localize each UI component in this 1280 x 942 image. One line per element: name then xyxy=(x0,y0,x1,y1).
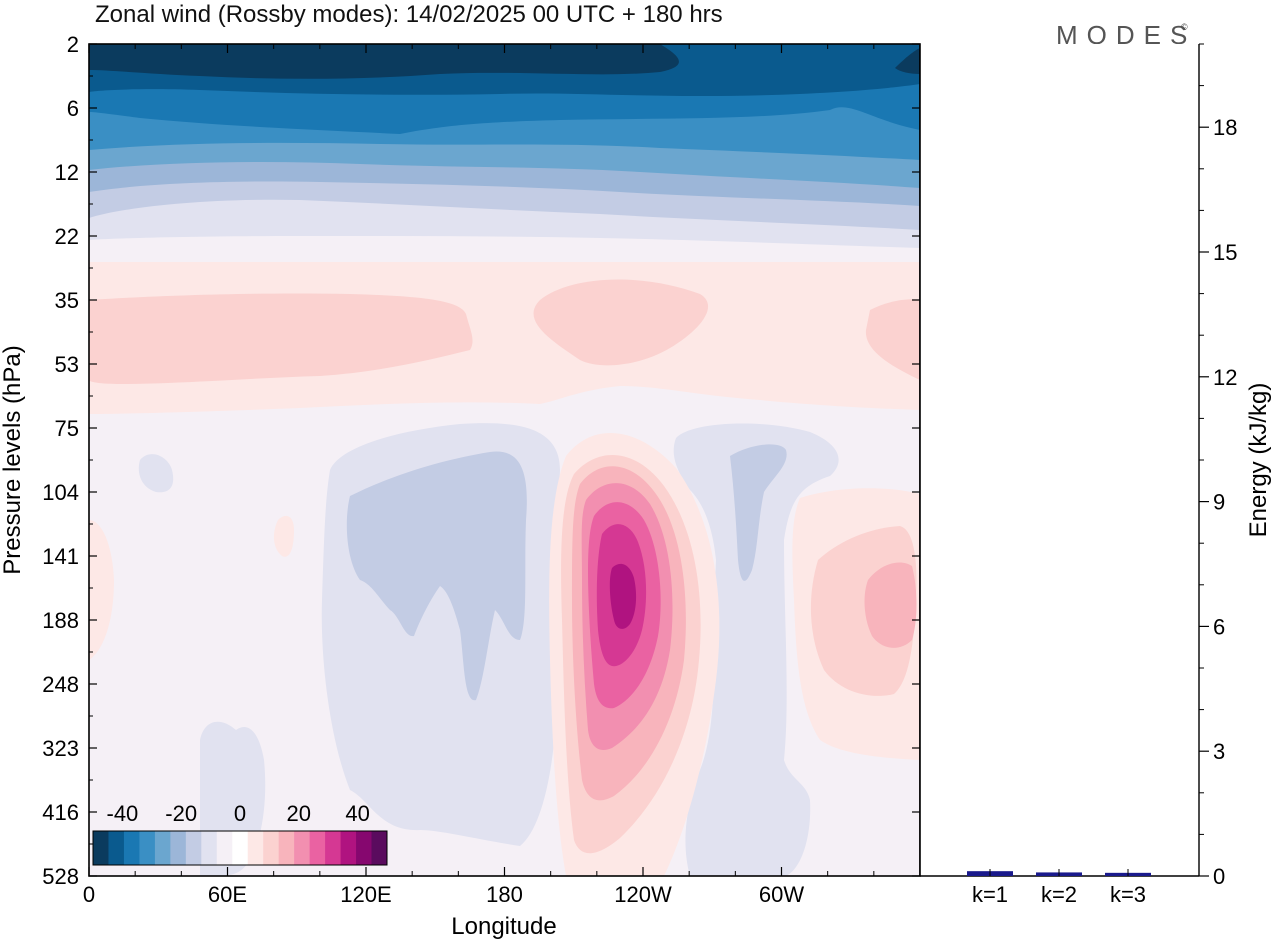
colorbar-swatch xyxy=(154,831,171,865)
colorbar-swatch xyxy=(340,831,357,865)
colorbar-label: 20 xyxy=(287,801,311,826)
colorbar-swatch xyxy=(216,831,233,865)
colorbar: -40 -20 0 20 40 xyxy=(92,801,388,866)
x-tick-label: 60W xyxy=(759,882,804,907)
colorbar-swatch xyxy=(294,831,311,865)
colorbar-swatch xyxy=(247,831,264,865)
colorbar-swatch xyxy=(325,831,342,865)
energy-y-tick-label: 6 xyxy=(1213,614,1225,639)
x-axis-label: Longitude xyxy=(451,913,556,940)
chart-title: Zonal wind (Rossby modes): 14/02/2025 00… xyxy=(95,1,723,28)
colorbar-swatches xyxy=(93,831,388,865)
energy-y-tick-label: 15 xyxy=(1213,240,1237,265)
y-tick-label: 528 xyxy=(42,864,79,889)
colorbar-swatch xyxy=(371,831,388,865)
y-tick-label: 75 xyxy=(55,416,79,441)
colorbar-label: 0 xyxy=(234,801,246,826)
y-tick-label: 22 xyxy=(55,224,79,249)
heatmap-axes: 2 6 12 22 35 53 75 104 141 188 248 323 416 528 0 60E 12… xyxy=(0,32,921,940)
neg-region-west-core xyxy=(346,451,527,701)
x-tick-label: 0 xyxy=(83,882,95,907)
zonal-wind-field xyxy=(89,44,920,876)
energy-y-tick-label: 18 xyxy=(1213,115,1237,140)
energy-y-tick-label: 12 xyxy=(1213,365,1237,390)
x-tick-label: 180 xyxy=(486,882,523,907)
band-m40 xyxy=(89,44,679,79)
y-tick-label: 416 xyxy=(42,800,79,825)
y-tick-label: 323 xyxy=(42,736,79,761)
pos-blob-west xyxy=(89,293,473,384)
energy-y-tick-label: 3 xyxy=(1213,739,1225,764)
x-tick-label: 60E xyxy=(208,882,247,907)
energy-y-ticks: 0 3 6 9 12 15 18 xyxy=(1199,43,1237,889)
y-axis-ticks: 2 6 12 22 35 53 75 104 141 188 248 323 416 528 xyxy=(42,32,920,889)
band-m40-right xyxy=(895,48,920,74)
x-tick-label: 120E xyxy=(340,882,391,907)
colorbar-swatch xyxy=(278,831,295,865)
x-axis-ticks: 0 60E 120E 180 120W 60W xyxy=(83,44,875,907)
pos-blob-east xyxy=(865,299,920,380)
neg-region-small xyxy=(138,454,174,493)
energy-x-labels: k=1 k=2 k=3 xyxy=(972,869,1146,907)
colorbar-swatch xyxy=(232,831,249,865)
colorbar-swatch xyxy=(93,831,109,865)
colorbar-swatch xyxy=(108,831,125,865)
colorbar-frame xyxy=(92,830,388,866)
energy-chart: 0 3 6 9 12 15 18 k=1 k=2 k=3 Energy (kJ/kg) xyxy=(919,43,1272,907)
y-tick-label: 188 xyxy=(42,608,79,633)
colorbar-swatch xyxy=(309,831,326,865)
energy-axis-label: Energy (kJ/kg) xyxy=(1245,383,1272,538)
logo-mark: © xyxy=(1181,22,1188,32)
energy-y-tick-label: 0 xyxy=(1213,864,1225,889)
colorbar-swatch xyxy=(123,831,140,865)
pos-blob-center xyxy=(533,279,709,366)
energy-x-label: k=2 xyxy=(1041,882,1077,907)
energy-x-label: k=1 xyxy=(972,882,1008,907)
y-tick-label: 2 xyxy=(67,32,79,57)
energy-frame-bg xyxy=(920,44,1199,876)
energy-y-tick-label: 9 xyxy=(1213,490,1225,515)
colorbar-labels: -40 -20 0 20 40 xyxy=(107,801,370,826)
y-tick-label: 53 xyxy=(55,352,79,377)
colorbar-label: -40 xyxy=(107,801,139,826)
colorbar-swatch xyxy=(263,831,280,865)
neg-region-east-core xyxy=(730,444,787,581)
pos-east-15 xyxy=(864,562,917,648)
colorbar-label: -20 xyxy=(165,801,197,826)
y-tick-label: 6 xyxy=(67,96,79,121)
colorbar-swatch xyxy=(139,831,156,865)
x-tick-label: 120W xyxy=(614,882,672,907)
colorbar-label: 40 xyxy=(345,801,369,826)
neg-region-east xyxy=(673,423,839,876)
y-tick-label: 248 xyxy=(42,672,79,697)
pos-small-spot xyxy=(273,515,294,557)
colorbar-swatch xyxy=(356,831,373,865)
colorbar-swatch xyxy=(170,831,187,865)
energy-x-label: k=3 xyxy=(1110,882,1146,907)
y-tick-label: 141 xyxy=(42,544,79,569)
y-tick-label: 35 xyxy=(55,288,79,313)
y-axis-label: Pressure levels (hPa) xyxy=(0,345,26,574)
colorbar-swatch xyxy=(201,831,218,865)
jet-35 xyxy=(609,563,637,629)
pos-west-edge xyxy=(89,520,114,660)
colorbar-swatch xyxy=(185,831,202,865)
y-tick-label: 104 xyxy=(42,480,79,505)
y-tick-label: 12 xyxy=(55,160,79,185)
